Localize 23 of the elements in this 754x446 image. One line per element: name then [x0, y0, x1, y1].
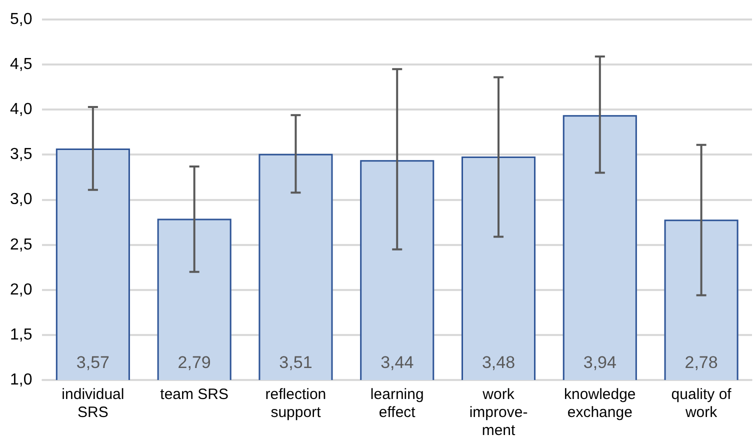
y-tick-label: 1,0 — [10, 371, 32, 388]
x-tick-label: work improve- ment — [469, 386, 528, 440]
data-label: 2,78 — [684, 353, 718, 372]
y-tick-label: 4,5 — [10, 56, 32, 74]
y-tick-label: 5,0 — [10, 11, 32, 28]
y-tick-label: 3,0 — [10, 191, 32, 208]
data-label: 3,51 — [279, 353, 312, 372]
x-tick-label: quality of work — [671, 386, 732, 422]
x-tick-label: knowledge exchange — [564, 386, 636, 422]
y-tick-label: 4,0 — [10, 101, 32, 118]
x-tick-label: reflection support — [265, 386, 326, 422]
y-tick-label: 3,5 — [10, 146, 32, 164]
data-label: 2,79 — [178, 353, 211, 372]
y-tick-label: 2,0 — [10, 281, 32, 298]
y-tick-label: 2,5 — [10, 236, 32, 254]
x-tick-label: team SRS — [160, 386, 229, 404]
data-label: 3,94 — [583, 353, 616, 372]
y-tick-label: 1,5 — [10, 326, 32, 344]
data-label: 3,44 — [380, 353, 414, 372]
x-tick-label: individual SRS — [62, 386, 124, 422]
data-label: 3,48 — [482, 353, 516, 372]
data-label: 3,57 — [76, 353, 110, 372]
x-tick-label: learning effect — [370, 386, 424, 422]
